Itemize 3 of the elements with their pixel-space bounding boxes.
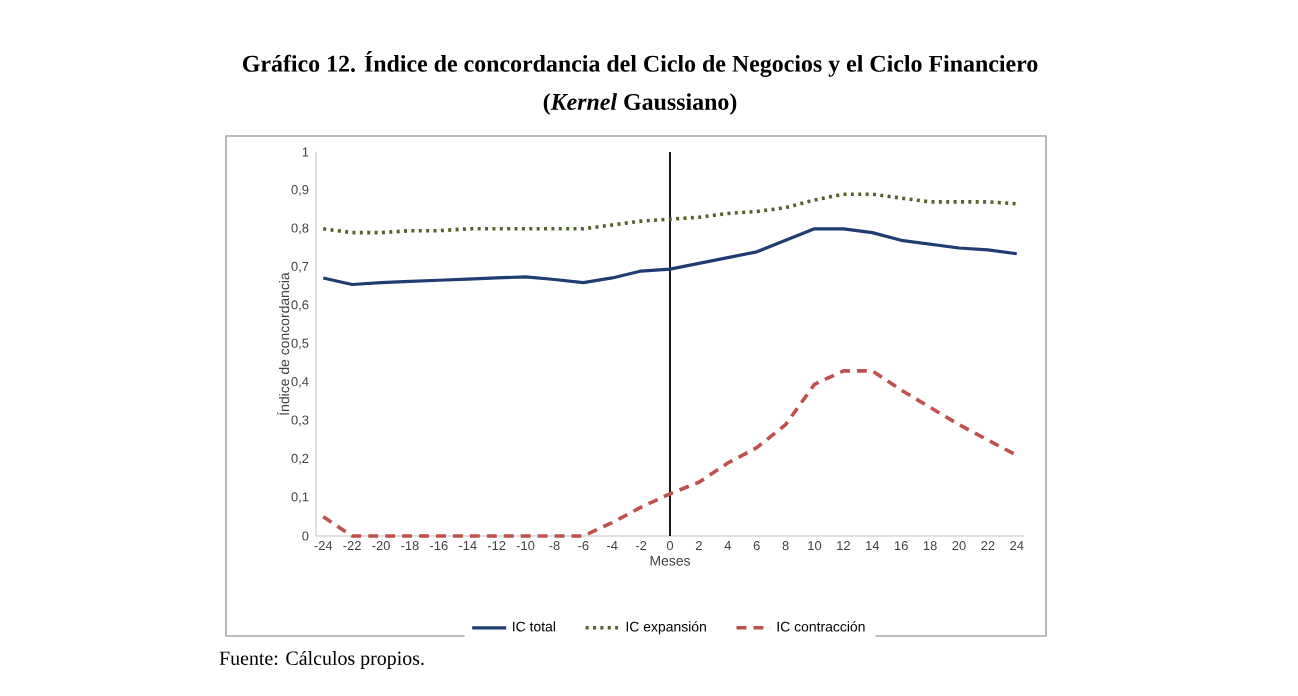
chart-title: Gráfico 12. Índice de concordancia del Ciclo de Negocios y el Ciclo Financiero (242, 51, 1038, 77)
chart-subtitle: (Kernel Gaussiano) (543, 93, 737, 115)
source-note: Fuente: Cálculos propios. (219, 650, 424, 670)
